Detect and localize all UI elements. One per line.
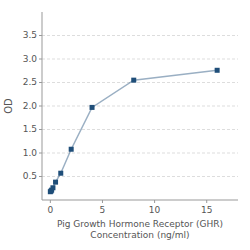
y-tick-label: 1.0	[23, 148, 38, 158]
grid-line	[42, 176, 238, 177]
grid-line	[42, 35, 238, 36]
line	[50, 70, 217, 191]
marker	[131, 78, 136, 83]
x-tick-label: 0	[47, 205, 53, 215]
marker	[69, 147, 74, 152]
grid-line	[42, 82, 238, 83]
y-tick-label: 2.0	[23, 101, 38, 111]
y-tick-label: 3.5	[23, 30, 37, 40]
grid-line	[42, 153, 238, 154]
y-axis-line	[42, 12, 43, 200]
grid-line	[42, 59, 238, 60]
plot-area	[48, 68, 220, 194]
x-axis-label: Pig Growth Hormone Receptor (GHR)Concent…	[57, 219, 223, 240]
y-tick-label: 1.5	[23, 124, 37, 134]
x-axis-line	[42, 200, 238, 201]
y-tick-label: 3.0	[23, 54, 38, 64]
marker	[90, 105, 95, 110]
marker	[215, 68, 220, 73]
x-tick-label: 15	[201, 205, 212, 215]
y-axis: 0.5 1.0 1.5 2.0 2.5 3.0 3.5	[23, 12, 238, 200]
y-axis-label: OD	[3, 98, 14, 114]
x-tick-label: 5	[100, 205, 106, 215]
y-tick-label: 0.5	[23, 171, 37, 181]
chart: 0.5 1.0 1.5 2.0 2.5 3.0 3.5 0 5 10 15 Pig Growth Ho…	[0, 0, 250, 250]
grid-line	[42, 129, 238, 130]
marker	[50, 185, 55, 190]
y-tick-label: 2.5	[23, 77, 37, 87]
grid-line	[42, 106, 238, 107]
x-axis: 0 5 10 15	[42, 200, 238, 215]
x-tick-label: 10	[149, 205, 161, 215]
marker	[53, 180, 58, 185]
marker	[58, 171, 63, 176]
